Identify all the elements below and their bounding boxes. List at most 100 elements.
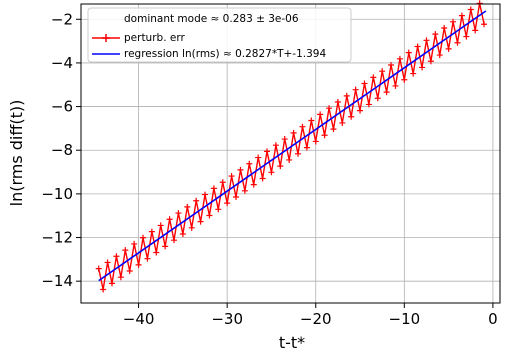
series-perturb-point bbox=[419, 64, 426, 71]
series-perturb-point bbox=[383, 89, 390, 96]
x-tick-label: −20 bbox=[300, 310, 332, 328]
series-perturb-point bbox=[184, 203, 191, 210]
series-perturb-point bbox=[458, 12, 465, 19]
series-perturb-point bbox=[117, 274, 124, 281]
series-perturb-point bbox=[348, 113, 355, 120]
series-perturb-point bbox=[264, 148, 271, 155]
series-perturb-point bbox=[126, 268, 133, 275]
legend-label-regression: regression ln(rms) ≈ 0.2827*T+-1.394 bbox=[124, 48, 326, 60]
series-perturb-point bbox=[441, 24, 448, 31]
series-perturb-point bbox=[295, 150, 302, 157]
series-perturb-point bbox=[140, 234, 147, 241]
y-tick-label: −14 bbox=[41, 272, 73, 290]
legend-title: dominant mode ≈ 0.283 ± 3e-06 bbox=[124, 13, 299, 25]
series-perturb-point bbox=[171, 237, 178, 244]
series-perturb-point bbox=[175, 210, 182, 217]
series-perturb-point bbox=[405, 49, 412, 56]
plot-frame bbox=[80, 3, 501, 304]
series-perturb-point bbox=[113, 253, 120, 260]
legend-label-perturb: perturb. err bbox=[124, 32, 185, 44]
series-perturb-point bbox=[255, 154, 262, 161]
series-perturb-point bbox=[224, 200, 231, 207]
series-perturb-point bbox=[303, 144, 310, 151]
y-tick-label: −12 bbox=[41, 229, 73, 247]
series-perturb-point bbox=[308, 117, 315, 124]
series-perturb-point bbox=[445, 45, 452, 52]
series-perturb-point bbox=[436, 52, 443, 59]
series-layer bbox=[95, 0, 488, 293]
series-perturb-point bbox=[450, 18, 457, 25]
series-perturb-point bbox=[237, 166, 244, 173]
x-tick-label: −40 bbox=[123, 310, 155, 328]
series-perturb-point bbox=[463, 33, 470, 40]
series-perturb-point bbox=[299, 123, 306, 130]
series-perturb-point bbox=[135, 261, 142, 268]
series-perturb-point bbox=[246, 160, 253, 167]
series-perturb-point bbox=[100, 286, 107, 293]
x-tick-label: −10 bbox=[389, 310, 421, 328]
x-axis-ticks: −40 −30 −20 −10 0 bbox=[123, 303, 498, 328]
series-perturb-point bbox=[339, 119, 346, 126]
series-perturb-point bbox=[202, 191, 209, 198]
series-perturb-point bbox=[122, 247, 129, 254]
series-perturb-point bbox=[219, 179, 226, 186]
x-tick-label: 0 bbox=[488, 310, 498, 328]
legend-marker-perturb bbox=[102, 34, 110, 42]
legend: dominant mode ≈ 0.283 ± 3e-06 perturb. e… bbox=[87, 7, 352, 63]
series-perturb-point bbox=[250, 181, 257, 188]
series-perturb-point bbox=[472, 27, 479, 34]
series-perturb-point bbox=[215, 206, 222, 213]
series-perturb-point bbox=[277, 163, 284, 170]
series-perturb-point bbox=[312, 138, 319, 145]
series-perturb-point bbox=[157, 222, 164, 229]
series-perturb-point bbox=[233, 193, 240, 200]
series-perturb-point bbox=[330, 126, 337, 133]
series-perturb-point bbox=[343, 92, 350, 99]
x-tick-label: −30 bbox=[211, 310, 243, 328]
series-perturb-point bbox=[104, 259, 111, 266]
series-perturb-point bbox=[197, 218, 204, 225]
series-perturb-point bbox=[432, 31, 439, 38]
series-perturb-point bbox=[321, 132, 328, 139]
series-perturb-point bbox=[228, 173, 235, 180]
series-perturb-point bbox=[365, 101, 372, 108]
y-tick-label: −2 bbox=[51, 10, 73, 28]
series-perturb-point bbox=[423, 37, 430, 44]
series-perturb-point bbox=[370, 74, 377, 81]
series-perturb-point bbox=[166, 216, 173, 223]
series-perturb-point bbox=[481, 21, 488, 28]
series-perturb-point bbox=[427, 58, 434, 65]
series-perturb-point bbox=[259, 175, 266, 182]
y-tick-label: −6 bbox=[51, 98, 73, 116]
series-perturb-point bbox=[153, 249, 160, 256]
series-perturb-point bbox=[148, 228, 155, 235]
series-perturb-point bbox=[476, 0, 483, 7]
y-axis-label: ln(rms diff(t)) bbox=[7, 100, 26, 207]
series-perturb-point bbox=[272, 142, 279, 149]
series-perturb-point bbox=[317, 111, 324, 118]
series-perturb-point bbox=[281, 136, 288, 143]
series-perturb-point bbox=[396, 55, 403, 62]
series-perturb-point bbox=[131, 240, 138, 247]
series-perturb-point bbox=[206, 212, 213, 219]
series-perturb-point bbox=[454, 39, 461, 46]
y-tick-label: −4 bbox=[51, 54, 73, 72]
series-perturb-point bbox=[401, 76, 408, 83]
legend-box bbox=[87, 7, 352, 63]
x-axis-label: t-t* bbox=[279, 333, 305, 352]
series-perturb-point bbox=[334, 99, 341, 106]
series-perturb-point bbox=[210, 185, 217, 192]
series-perturb-point bbox=[361, 80, 368, 87]
series-perturb-point bbox=[286, 156, 293, 163]
y-axis-ticks: −14 −12 −10 −8 −6 −4 −2 bbox=[41, 10, 81, 290]
series-perturb-point bbox=[144, 255, 151, 262]
series-perturb-point bbox=[326, 105, 333, 112]
y-tick-label: −10 bbox=[41, 185, 73, 203]
series-perturb-point bbox=[179, 231, 186, 238]
series-perturb-point bbox=[193, 197, 200, 204]
series-perturb-point bbox=[379, 68, 386, 75]
series-perturb-point bbox=[241, 187, 248, 194]
series-perturb-point bbox=[388, 62, 395, 69]
series-perturb-point bbox=[268, 169, 275, 176]
